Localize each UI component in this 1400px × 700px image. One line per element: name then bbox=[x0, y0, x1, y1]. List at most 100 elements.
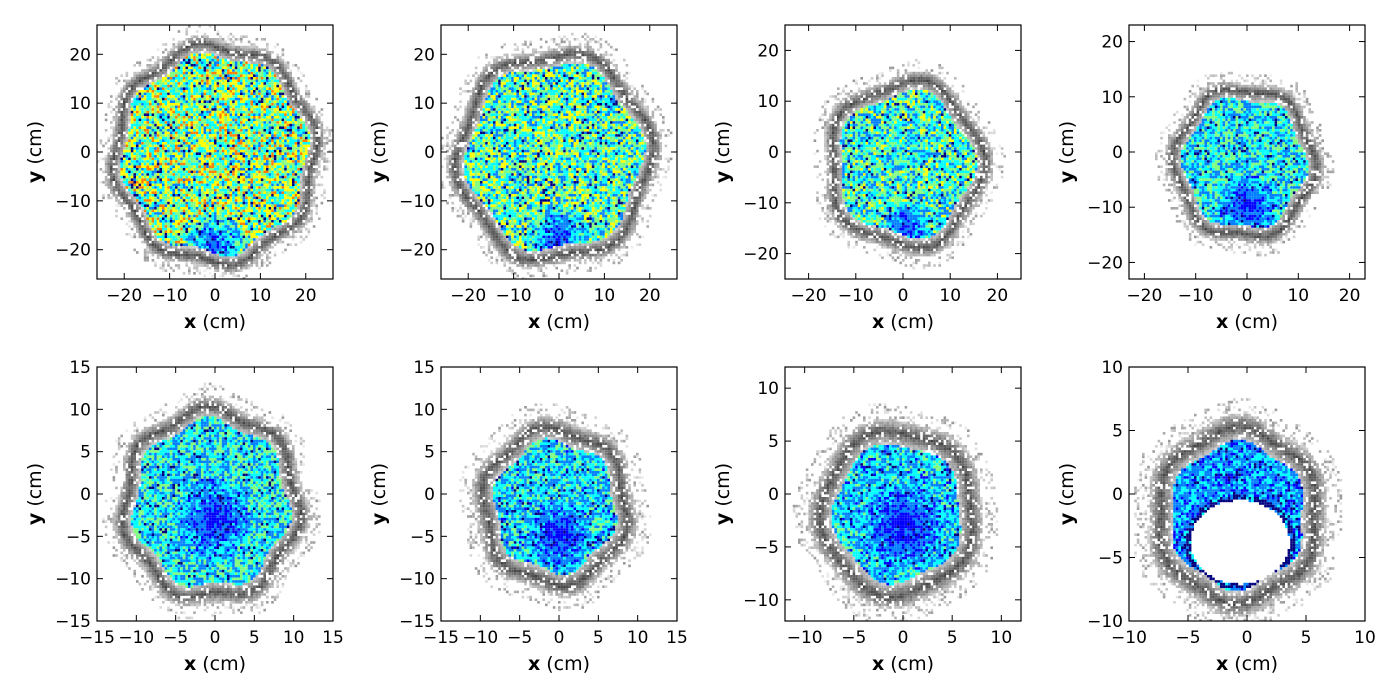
x-tick-label: −10 bbox=[1178, 286, 1214, 306]
x-tick-label: −20 bbox=[1126, 286, 1162, 306]
y-tick-label: 10 bbox=[1101, 88, 1123, 108]
y-tick-label: −10 bbox=[1087, 612, 1123, 632]
heatmap-image bbox=[441, 367, 677, 621]
y-tick-label: 0 bbox=[768, 143, 779, 163]
subplot-1: −20 −10 0 10 20 −20 −10 0 10 20 x (cm) y (cm) bbox=[24, 24, 334, 333]
y-tick-label: 10 bbox=[757, 379, 779, 399]
x-tick-label: 10 bbox=[594, 286, 616, 306]
heatmap-image bbox=[1129, 367, 1365, 621]
x-tick-label: −15 bbox=[423, 628, 459, 648]
y-tick-label: −15 bbox=[399, 612, 435, 632]
x-tick-label: 0 bbox=[210, 286, 221, 306]
y-axis-label: y (cm) bbox=[712, 121, 734, 183]
x-tick-label: 15 bbox=[666, 628, 688, 648]
x-tick-label: 20 bbox=[295, 286, 317, 306]
y-tick-label: −10 bbox=[743, 194, 779, 214]
x-axis-label: x (cm) bbox=[872, 653, 934, 675]
x-tick-label: 10 bbox=[250, 286, 272, 306]
x-tick-label: −5 bbox=[841, 628, 866, 648]
y-tick-label: 0 bbox=[80, 143, 91, 163]
y-tick-label: −10 bbox=[399, 570, 435, 590]
x-tick-label: 0 bbox=[1242, 286, 1253, 306]
x-tick-label: 0 bbox=[898, 286, 909, 306]
y-tick-label: 5 bbox=[768, 432, 779, 452]
x-tick-label: 10 bbox=[939, 286, 961, 306]
x-axis-label: x (cm) bbox=[184, 311, 246, 333]
y-tick-label: 20 bbox=[413, 45, 435, 65]
x-axis-label: x (cm) bbox=[528, 653, 590, 675]
x-axis-label: x (cm) bbox=[1216, 653, 1278, 675]
subplot-3: −20 −10 0 10 20 −20 −10 0 10 20 x (cm) y (cm) bbox=[712, 24, 1022, 333]
x-tick-label: −10 bbox=[496, 286, 532, 306]
y-tick-label: 0 bbox=[1112, 485, 1123, 505]
heatmap-image bbox=[785, 25, 1021, 279]
y-axis-label: y (cm) bbox=[1056, 463, 1078, 525]
x-tick-label: −20 bbox=[106, 286, 142, 306]
x-tick-label: −15 bbox=[79, 628, 115, 648]
y-tick-label: −10 bbox=[55, 192, 91, 212]
x-tick-label: 0 bbox=[1242, 628, 1253, 648]
x-tick-label: 10 bbox=[1354, 628, 1376, 648]
y-tick-label: 10 bbox=[413, 400, 435, 420]
x-tick-label: −20 bbox=[450, 286, 486, 306]
y-tick-label: −5 bbox=[66, 527, 91, 547]
y-tick-label: −20 bbox=[399, 241, 435, 261]
x-tick-label: 0 bbox=[210, 628, 221, 648]
x-tick-label: −10 bbox=[787, 628, 823, 648]
x-tick-label: 5 bbox=[249, 628, 260, 648]
subplot-8: −10 −5 0 5 10 −10 −5 0 5 10 x (cm) y (cm) bbox=[1056, 358, 1376, 675]
x-tick-label: 0 bbox=[554, 286, 565, 306]
y-axis-label: y (cm) bbox=[1056, 121, 1078, 183]
y-tick-label: −10 bbox=[743, 591, 779, 611]
x-tick-label: 10 bbox=[627, 628, 649, 648]
x-tick-label: 20 bbox=[1339, 286, 1361, 306]
y-tick-label: 5 bbox=[1112, 422, 1123, 442]
x-axis-label: x (cm) bbox=[528, 311, 590, 333]
y-tick-label: 0 bbox=[424, 485, 435, 505]
y-tick-label: −5 bbox=[410, 527, 435, 547]
y-tick-label: 10 bbox=[69, 400, 91, 420]
x-tick-label: −10 bbox=[1111, 628, 1147, 648]
heatmap-image bbox=[97, 367, 333, 621]
x-tick-label: 10 bbox=[1287, 286, 1309, 306]
heatmap-image bbox=[785, 367, 1021, 621]
y-axis-label: y (cm) bbox=[368, 121, 390, 183]
heatmap-image bbox=[97, 25, 333, 279]
x-tick-label: −10 bbox=[118, 628, 154, 648]
y-tick-label: 15 bbox=[69, 358, 91, 378]
x-axis-label: x (cm) bbox=[1216, 311, 1278, 333]
y-tick-label: 0 bbox=[80, 485, 91, 505]
x-tick-label: 10 bbox=[991, 628, 1013, 648]
x-tick-label: −5 bbox=[1175, 628, 1200, 648]
x-tick-label: 15 bbox=[322, 628, 344, 648]
x-tick-label: 20 bbox=[987, 286, 1009, 306]
y-tick-label: 15 bbox=[413, 358, 435, 378]
x-tick-label: 5 bbox=[1301, 628, 1312, 648]
y-tick-label: −5 bbox=[1098, 549, 1123, 569]
x-tick-label: −10 bbox=[462, 628, 498, 648]
subplot-7: −10 −5 0 5 10 −10 −5 0 5 10 x (cm) y (cm) bbox=[712, 366, 1022, 675]
y-tick-label: 0 bbox=[1112, 143, 1123, 163]
y-tick-label: 10 bbox=[69, 94, 91, 114]
y-tick-label: −20 bbox=[55, 241, 91, 261]
x-tick-label: 5 bbox=[593, 628, 604, 648]
x-tick-label: 0 bbox=[554, 628, 565, 648]
y-tick-label: 5 bbox=[80, 443, 91, 463]
y-tick-label: −10 bbox=[1087, 198, 1123, 218]
y-tick-label: 20 bbox=[1101, 33, 1123, 53]
x-tick-label: 20 bbox=[639, 286, 661, 306]
y-axis-label: y (cm) bbox=[712, 463, 734, 525]
y-tick-label: −20 bbox=[1087, 253, 1123, 273]
x-tick-label: −10 bbox=[838, 286, 874, 306]
y-tick-label: −10 bbox=[399, 192, 435, 212]
y-tick-label: −5 bbox=[754, 538, 779, 558]
y-tick-label: 10 bbox=[757, 92, 779, 112]
y-tick-label: 0 bbox=[768, 485, 779, 505]
x-axis-label: x (cm) bbox=[184, 653, 246, 675]
x-axis-label: x (cm) bbox=[872, 311, 934, 333]
x-tick-label: 10 bbox=[283, 628, 305, 648]
x-tick-label: −5 bbox=[163, 628, 188, 648]
